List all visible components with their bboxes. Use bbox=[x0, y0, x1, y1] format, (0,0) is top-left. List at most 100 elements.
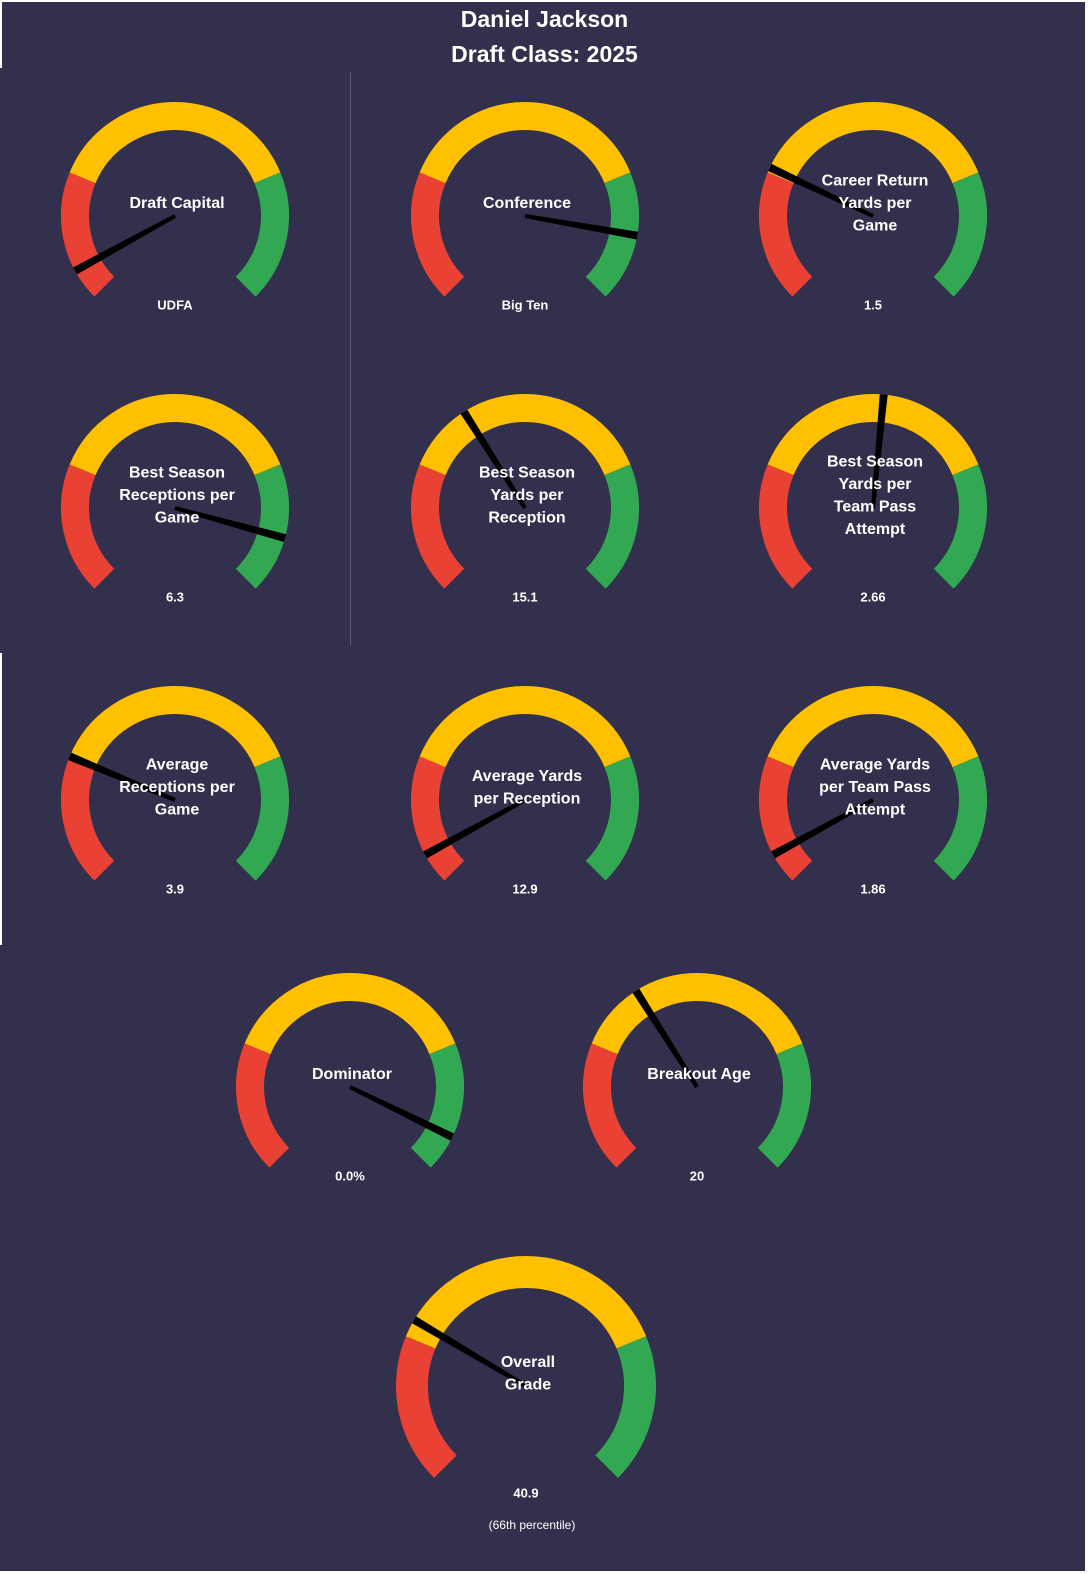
gauge-title-line: Yards per bbox=[839, 195, 912, 212]
gauge-needle bbox=[73, 214, 176, 275]
gauge-value-label: 2.66 bbox=[860, 589, 885, 604]
gauge-needle bbox=[632, 988, 699, 1089]
gauge-band-low bbox=[411, 756, 465, 881]
gauge-band-low bbox=[411, 172, 465, 297]
gauge-value-label: 3.9 bbox=[166, 881, 184, 896]
gauge-title-line: Conference bbox=[483, 195, 571, 212]
gauge-band-mid bbox=[405, 1256, 647, 1349]
gauge: Dominator 0.0% bbox=[236, 973, 464, 1183]
gauge-band-high bbox=[585, 756, 639, 881]
gauge-band-low bbox=[411, 464, 465, 589]
gauge-needle bbox=[423, 798, 526, 859]
background-panel bbox=[0, 68, 1085, 653]
gauge-band-mid bbox=[69, 686, 281, 768]
gauge-title-line: Breakout Age bbox=[647, 1066, 751, 1083]
gauge-title-line: Average Yards bbox=[820, 757, 930, 774]
gauge-title-line: Attempt bbox=[845, 802, 906, 819]
gauge-value-label: 15.1 bbox=[512, 589, 537, 604]
gauge-needle bbox=[871, 394, 888, 509]
gauge-needle bbox=[768, 163, 874, 218]
gauge-band-high bbox=[585, 464, 639, 589]
gauge-band-low bbox=[583, 1043, 637, 1168]
gauge-needle bbox=[771, 798, 874, 859]
gauge-band-mid bbox=[419, 102, 631, 184]
gauge-band-low bbox=[759, 172, 813, 297]
gauge: Breakout Age 20 bbox=[583, 973, 811, 1183]
gauge-value-label: 1.86 bbox=[860, 881, 885, 896]
gauge: Overall Grade 40.9 (66th percentile) bbox=[396, 1256, 656, 1532]
gauge-band-mid bbox=[69, 394, 281, 476]
gauge-value-label: Big Ten bbox=[502, 297, 549, 312]
gauge-band-low bbox=[396, 1336, 458, 1478]
gauge-band-mid bbox=[767, 102, 979, 184]
gauge-percentile-label: (66th percentile) bbox=[489, 1518, 576, 1532]
gauge-title-line: per Team Pass bbox=[819, 779, 931, 796]
gauge-title-line: Average Yards bbox=[472, 768, 582, 785]
gauge-band-mid bbox=[244, 973, 456, 1055]
gauge-title-line: Receptions per bbox=[119, 779, 235, 796]
gauge-value-label: UDFA bbox=[157, 297, 193, 312]
gauge-title-line: Best Season bbox=[129, 465, 225, 482]
gauge: Best Season Yards per Reception 15.1 bbox=[411, 394, 639, 604]
gauge-value-label: 6.3 bbox=[166, 589, 184, 604]
gauge-title-line: Dominator bbox=[312, 1066, 392, 1083]
section-divider bbox=[350, 72, 351, 645]
gauge-band-mid bbox=[767, 686, 979, 768]
gauge-title-line: Overall bbox=[501, 1354, 555, 1371]
gauge-value-label: 20 bbox=[690, 1168, 704, 1183]
gauge: Average Receptions per Game 3.9 bbox=[61, 686, 289, 896]
gauge-band-high bbox=[933, 464, 987, 589]
gauge-needle bbox=[174, 506, 287, 542]
gauge-needle bbox=[68, 752, 176, 802]
gauge: Best Season Receptions per Game 6.3 bbox=[61, 394, 289, 604]
gauge: Career Return Yards per Game 1.5 bbox=[759, 102, 987, 312]
gauge-needle bbox=[349, 1085, 455, 1141]
gauge-title-line: Grade bbox=[505, 1377, 551, 1394]
gauge-band-mid bbox=[767, 394, 979, 476]
gauge-needle bbox=[524, 214, 638, 240]
gauge-band-low bbox=[61, 756, 115, 881]
gauge-band-low bbox=[61, 464, 115, 589]
gauge-band-high bbox=[594, 1336, 656, 1478]
gauge-needle bbox=[460, 409, 527, 510]
gauge-title-line: Game bbox=[155, 510, 200, 527]
gauge-band-mid bbox=[69, 102, 281, 184]
gauge-band-high bbox=[933, 756, 987, 881]
gauge: Average Yards per Reception 12.9 bbox=[411, 686, 639, 896]
gauge-value-label: 40.9 bbox=[513, 1485, 538, 1500]
gauge-band-mid bbox=[419, 686, 631, 768]
gauge-band-mid bbox=[419, 394, 631, 476]
gauge-title-line: Receptions per bbox=[119, 487, 235, 504]
gauge-needle bbox=[412, 1316, 528, 1388]
gauge-title-line: Best Season bbox=[827, 454, 923, 471]
gauge-band-high bbox=[933, 172, 987, 297]
gauge: Average Yards per Team Pass Attempt 1.86 bbox=[759, 686, 987, 896]
gauge-title-line: Career Return bbox=[822, 173, 929, 190]
gauge-band-high bbox=[410, 1043, 464, 1168]
gauge-title-line: Game bbox=[853, 218, 898, 235]
gauge-title-line: Attempt bbox=[845, 521, 906, 538]
gauge-band-mid bbox=[591, 973, 803, 1055]
gauge-band-low bbox=[61, 172, 115, 297]
gauge-title-line: Average bbox=[146, 757, 209, 774]
gauge-value-label: 0.0% bbox=[335, 1168, 365, 1183]
gauge-band-low bbox=[759, 464, 813, 589]
gauge-band-high bbox=[757, 1043, 811, 1168]
gauge-title-line: Yards per bbox=[839, 476, 912, 493]
player-name: Daniel Jackson bbox=[460, 6, 629, 32]
gauge: Draft Capital UDFA bbox=[61, 102, 289, 312]
gauge-value-label: 12.9 bbox=[512, 881, 537, 896]
gauge-band-high bbox=[235, 464, 289, 589]
gauge-band-high bbox=[235, 756, 289, 881]
gauge-value-label: 1.5 bbox=[864, 297, 882, 312]
background-panel bbox=[2, 2, 1085, 68]
gauge: Conference Big Ten bbox=[411, 102, 639, 312]
gauge: Best Season Yards per Team Pass Attempt 2.66 bbox=[759, 394, 987, 604]
gauge-title-line: per Reception bbox=[474, 791, 581, 808]
gauge-band-high bbox=[235, 172, 289, 297]
gauge-band-low bbox=[236, 1043, 290, 1168]
gauge-title-line: Game bbox=[155, 802, 200, 819]
gauge-title-line: Best Season bbox=[479, 465, 575, 482]
